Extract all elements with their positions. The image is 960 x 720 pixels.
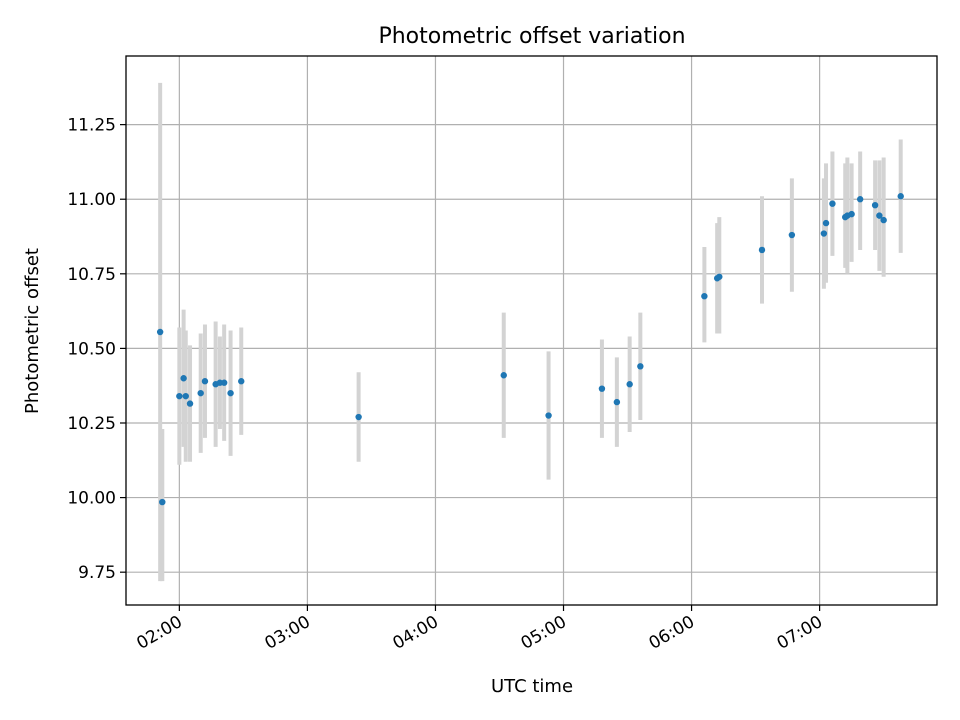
- data-point: [716, 273, 723, 280]
- data-point: [880, 216, 887, 224]
- y-tick-label: 10.25: [67, 414, 116, 434]
- point-layer: [156, 193, 904, 506]
- plot-frame: [125, 55, 938, 606]
- data-point: [856, 196, 864, 203]
- data-point: [500, 372, 507, 379]
- data-point: [897, 193, 904, 200]
- grid-layer: [126, 56, 937, 605]
- data-point: [201, 378, 209, 385]
- data-point: [871, 201, 879, 209]
- data-point: [197, 389, 204, 397]
- data-point: [238, 378, 245, 385]
- chart-title: Photometric offset variation: [378, 24, 685, 49]
- data-point: [829, 200, 836, 207]
- data-point: [182, 392, 189, 400]
- data-point: [701, 292, 708, 300]
- data-point: [820, 230, 828, 237]
- data-point: [159, 498, 166, 506]
- x-tick-label: 06:00: [646, 612, 698, 654]
- data-point: [613, 398, 621, 406]
- x-tick-label: 07:00: [774, 612, 826, 654]
- data-point: [220, 379, 228, 386]
- data-point: [176, 392, 183, 400]
- data-point: [822, 219, 830, 227]
- data-point: [355, 413, 362, 421]
- data-point: [156, 328, 164, 336]
- y-axis-label: Photometric offset: [22, 248, 43, 414]
- x-tick-label: 02:00: [133, 612, 185, 654]
- data-point: [186, 400, 194, 407]
- x-axis-label: UTC time: [491, 676, 573, 697]
- y-tick-label: 11.00: [67, 190, 116, 210]
- errorbar-layer: [158, 82, 903, 582]
- data-point: [876, 212, 883, 219]
- data-point: [227, 389, 234, 397]
- data-point: [598, 385, 606, 392]
- y-tick-label: 9.75: [78, 563, 116, 583]
- data-point: [545, 412, 552, 419]
- data-point: [758, 246, 766, 254]
- x-tick-label: 03:00: [261, 612, 313, 654]
- x-tick-label: 05:00: [518, 612, 570, 654]
- y-tick-label: 11.25: [67, 116, 116, 136]
- y-tick-label: 10.50: [67, 339, 116, 359]
- y-tick-label: 10.00: [67, 489, 116, 509]
- data-point: [626, 381, 633, 388]
- x-tick-label: 04:00: [390, 612, 442, 654]
- data-point: [180, 375, 187, 382]
- data-point: [637, 363, 644, 370]
- data-point: [848, 210, 855, 218]
- data-point: [788, 231, 796, 239]
- y-tick-label: 10.75: [67, 265, 116, 285]
